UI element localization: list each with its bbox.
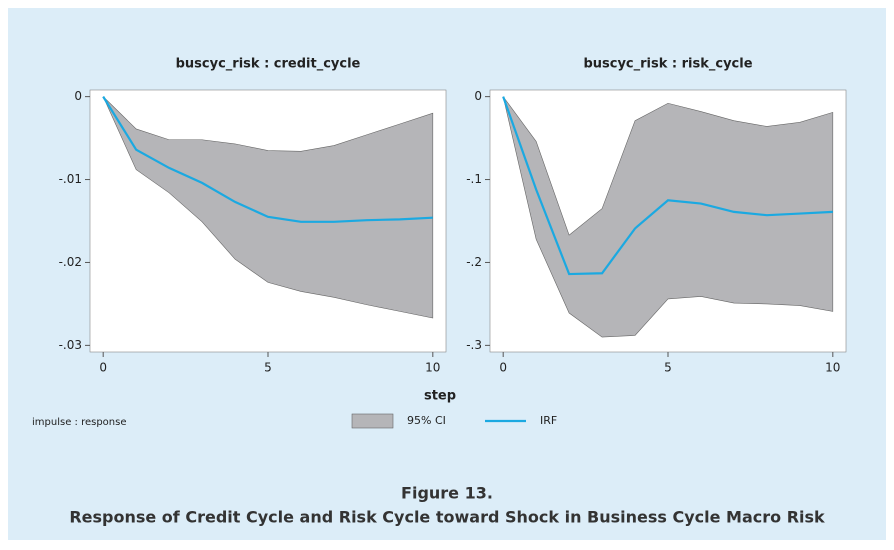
y-tick-label: -.01: [59, 172, 82, 186]
note: impulse : response: [32, 417, 127, 428]
ci-band: [102, 96, 434, 319]
y-tick-label: -.2: [466, 255, 482, 269]
x-tick-label: 0: [499, 361, 507, 375]
y-tick-label: -.02: [59, 255, 82, 269]
chart-title: buscyc_risk : credit_cycle: [176, 57, 361, 72]
y-tick-label: -.1: [466, 172, 482, 186]
y-tick-label: 0: [74, 89, 82, 103]
x-tick-label: 10: [825, 361, 840, 375]
x-tick-label: 5: [664, 361, 672, 375]
y-tick-label: 0: [474, 89, 482, 103]
chart-title: buscyc_risk : risk_cycle: [583, 57, 752, 72]
x-tick-label: 5: [264, 361, 272, 375]
caption-label: Figure 13.: [401, 484, 493, 503]
irf-line: [502, 96, 833, 276]
x-tick-label: 10: [425, 361, 440, 375]
y-tick-label: -.03: [59, 338, 82, 352]
legend-swatch: [351, 413, 394, 429]
irf-line: [102, 96, 433, 223]
legend-label: IRF: [540, 414, 557, 427]
caption-text: Response of Credit Cycle and Risk Cycle …: [69, 508, 825, 527]
x-axis-label: step: [424, 389, 456, 404]
x-tick-label: 0: [99, 361, 107, 375]
y-tick-label: -.3: [466, 338, 482, 352]
legend-label: 95% CI: [407, 414, 446, 427]
